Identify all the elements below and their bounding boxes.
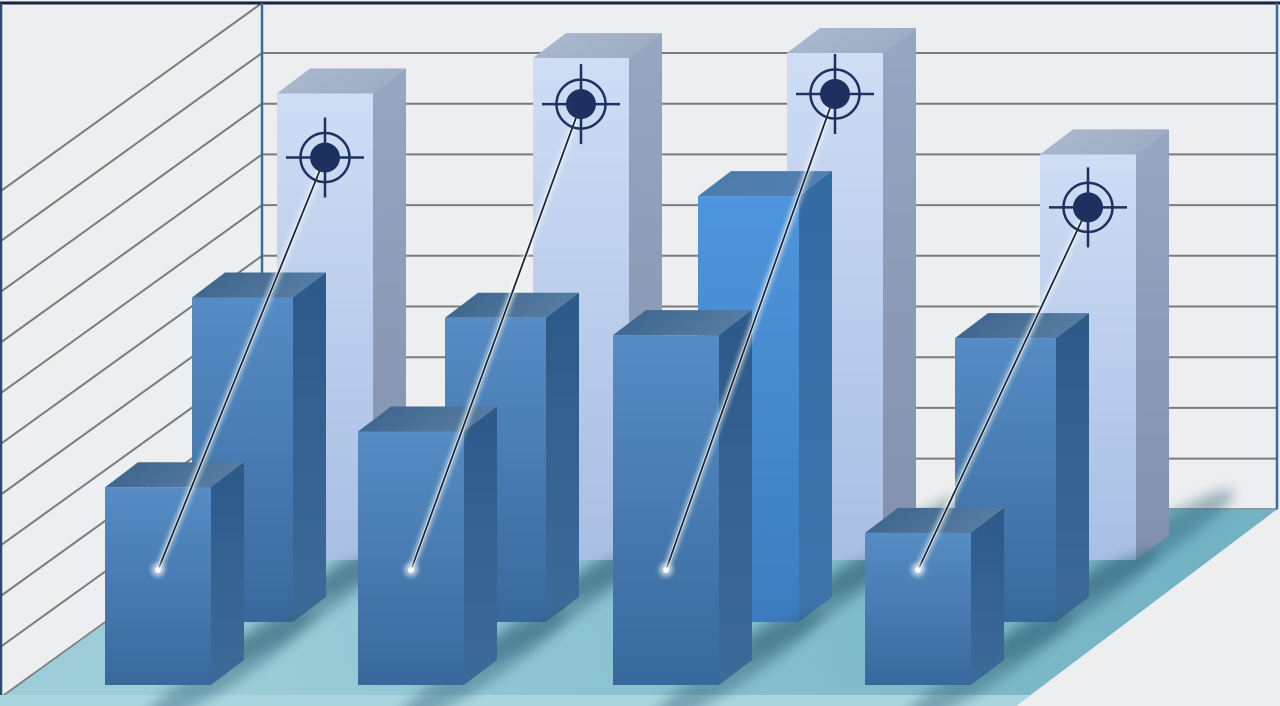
trend-line-3 <box>659 92 839 577</box>
crosshair-ring <box>809 68 861 120</box>
bar-side-face <box>211 462 244 685</box>
trend-line-start-dot <box>408 567 414 573</box>
bar-top-face <box>192 272 326 298</box>
bar-side-face <box>971 507 1004 685</box>
crosshair-center-dot <box>820 79 850 109</box>
bar-top-face <box>105 462 244 488</box>
target-crosshair-1 <box>286 117 364 198</box>
left-wall-grid-line <box>0 204 263 395</box>
bar-front-face <box>865 532 971 685</box>
bar-top-face <box>1040 129 1169 155</box>
trend-line-start-dot <box>915 567 921 573</box>
target-crosshair-4 <box>1049 167 1127 248</box>
floor-front-band <box>0 695 1031 706</box>
crosshair-center-dot <box>566 89 596 120</box>
bar-side-face <box>546 292 579 622</box>
bar-front-row-group-3 <box>613 310 752 685</box>
bar-front-face <box>105 487 211 685</box>
trend-line-core <box>917 207 1089 571</box>
trend-line-2 <box>404 102 585 577</box>
crosshair-center-dot <box>1073 192 1103 223</box>
crosshair-ring <box>1062 181 1114 234</box>
trend-line-start-dot <box>155 567 161 573</box>
bar-side-face <box>883 28 916 560</box>
bar-top-face <box>865 507 1004 533</box>
crosshair-ring <box>555 78 607 130</box>
trend-line-start-dot <box>663 567 669 573</box>
bar-top-face <box>955 313 1089 339</box>
trend-line-4 <box>911 205 1092 577</box>
left-wall-grid-line <box>0 102 263 294</box>
target-crosshair-2 <box>542 64 620 145</box>
bar-top-face <box>277 68 406 94</box>
left-wall-grid-line <box>0 153 263 344</box>
bar-top-face <box>613 310 752 336</box>
trend-line-core <box>157 157 326 571</box>
crosshair-ring <box>299 131 351 184</box>
bar-front-row-group-1 <box>105 462 244 685</box>
trend-line-core <box>665 93 836 571</box>
bar-side-face <box>1136 129 1169 560</box>
trend-line-core <box>410 103 582 571</box>
bar-top-face <box>533 33 662 59</box>
bar-front-face <box>613 335 719 685</box>
left-wall-grid-line <box>0 2 263 193</box>
target-crosshair-3 <box>796 54 874 134</box>
bar-side-face <box>799 171 832 622</box>
bar-side-face <box>464 406 497 685</box>
trend-lines <box>151 92 1092 577</box>
bar-front-row-group-2 <box>358 406 497 685</box>
bar-top-face <box>787 28 916 53</box>
crosshair-center-dot <box>310 142 340 173</box>
bar-side-face <box>293 272 326 622</box>
bar-row-front-row <box>105 310 1075 706</box>
bar-side-face <box>1056 313 1089 622</box>
bar-top-face <box>445 292 579 318</box>
trend-line-1 <box>151 156 329 577</box>
bar-front-row-group-4 <box>865 507 1004 685</box>
left-wall-grid-line <box>0 52 263 243</box>
